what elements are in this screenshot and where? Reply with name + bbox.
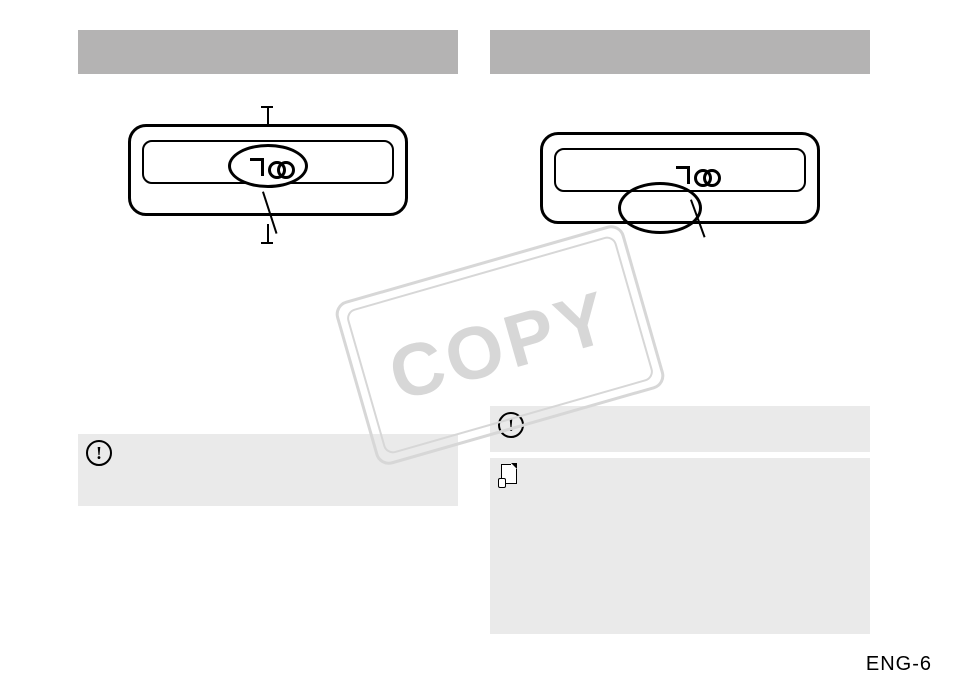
- index-tick-bot-v: [267, 224, 269, 242]
- right-note-callout: [490, 458, 870, 634]
- highlight-oval: [618, 182, 702, 234]
- left-header-bar: [78, 30, 458, 74]
- right-header-bar: [490, 30, 870, 74]
- exclaim-circle-icon: !: [86, 440, 112, 466]
- infinity-mark-icon: [250, 158, 292, 176]
- note-page-icon: [498, 464, 518, 488]
- infinity-mark-icon: [676, 166, 718, 184]
- infinity-icon: [694, 167, 718, 183]
- right-diagram: [490, 104, 870, 264]
- infinity-icon: [268, 159, 292, 175]
- index-tick-top: [261, 106, 273, 108]
- page-number: ENG-6: [866, 653, 932, 676]
- left-diagram: [78, 104, 458, 264]
- page: ! ! COPY: [0, 0, 954, 690]
- distance-L-icon: [250, 158, 264, 176]
- index-tick-top-v: [267, 106, 269, 124]
- index-tick-bot: [261, 242, 273, 244]
- distance-L-icon: [676, 166, 690, 184]
